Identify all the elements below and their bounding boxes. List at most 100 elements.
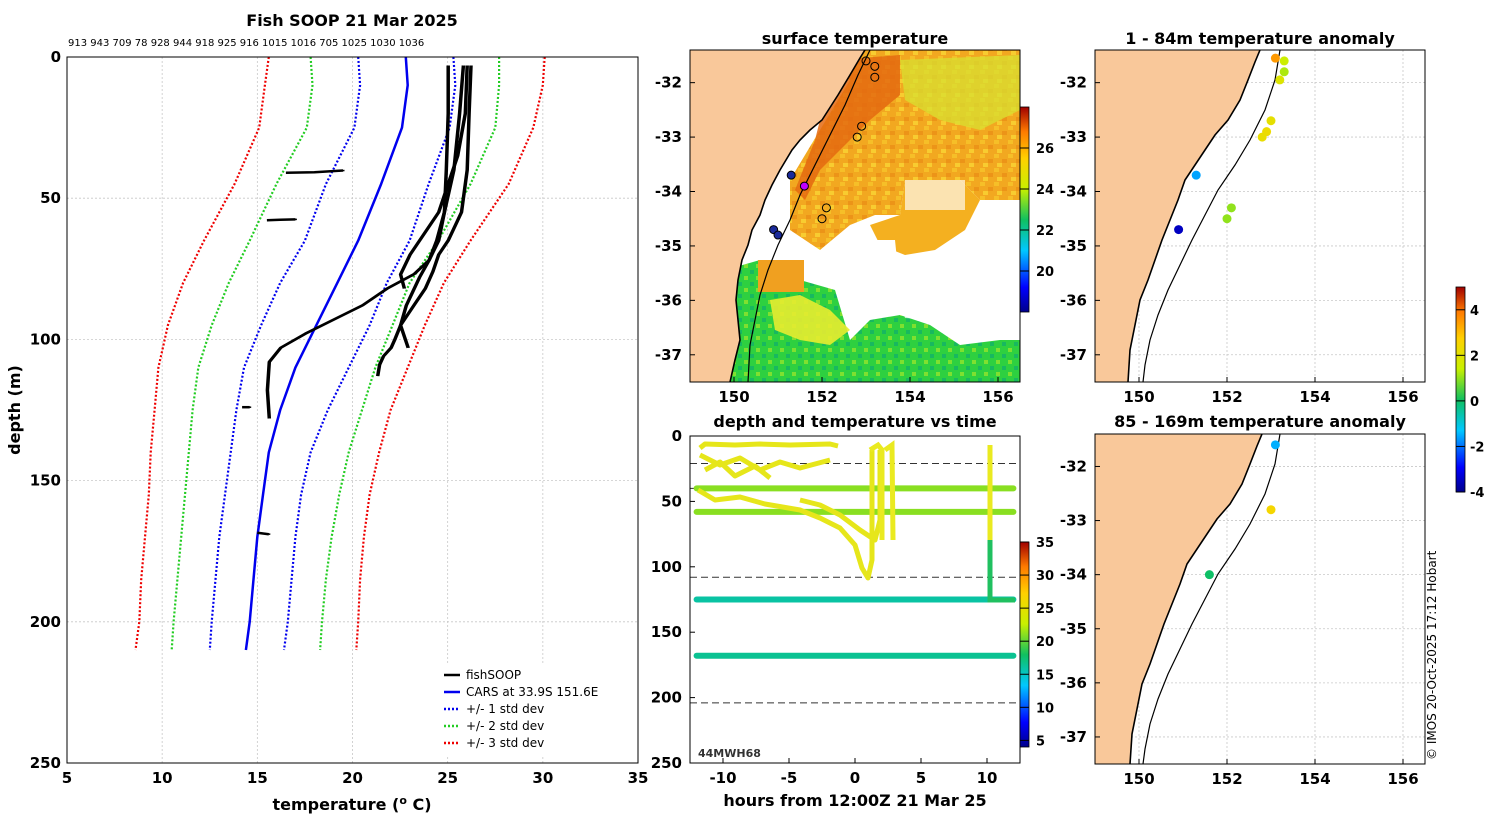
- anom1-point: [1279, 67, 1289, 77]
- sst-yellow-patch: [900, 55, 1020, 130]
- time-cbar-tick: 15: [1036, 668, 1054, 683]
- surface-cbar-tick: 26: [1036, 142, 1054, 157]
- surface-station-marker: [852, 132, 862, 142]
- profile-ytick: 50: [40, 189, 61, 207]
- time-xtick: 0: [850, 769, 860, 787]
- surface-colorbar: [1019, 106, 1030, 313]
- map-ytick: -33: [1060, 512, 1087, 530]
- profile-legend: fishSOOP CARS at 33.9S 151.6E +/- 1 std …: [436, 665, 632, 757]
- map-xtick: 154: [894, 388, 925, 406]
- anom2-point: [1204, 570, 1214, 580]
- surface-station-marker: [870, 61, 880, 71]
- time-plot-area: [690, 440, 1020, 704]
- profile-xtick: 5: [62, 769, 72, 787]
- sst-patch: [758, 260, 804, 292]
- anom1-shelf-contour: [1142, 50, 1281, 382]
- time-cbar-tick: 25: [1036, 602, 1054, 617]
- surface-station-marker: [821, 203, 831, 213]
- time-panel: depth and temperature vs time -10 -5 0 5 100…: [651, 412, 1054, 810]
- profile-series-line: [355, 56, 546, 651]
- anom-cbar-tick: -2: [1470, 440, 1484, 455]
- anom1-point: [1226, 203, 1236, 213]
- time-xtick: -5: [781, 769, 798, 787]
- anom-cbar-tick: -4: [1470, 486, 1484, 501]
- anom1-point: [1270, 53, 1280, 63]
- surface-station-marker: [861, 56, 871, 66]
- map-ytick: -37: [655, 346, 682, 364]
- surface-colorbar-ticks: 20 22 24 26: [1020, 142, 1054, 280]
- time-overlap-label: 44MWH68: [698, 747, 761, 760]
- anom1-axes-box: [1094, 49, 1426, 383]
- legend-cars: CARS at 33.9S 151.6E: [466, 685, 598, 699]
- surface-coastline: [729, 50, 866, 382]
- surface-title: surface temperature: [762, 29, 949, 48]
- anom2-panel: 85 - 169m temperature anomaly 150 152 154 1…: [1060, 286, 1484, 788]
- profile-ylabel: depth (m): [5, 365, 24, 455]
- surface-panel: surface temperature 150 152 154 156 -32 -33 -3…: [655, 29, 1054, 406]
- map-ytick: -33: [655, 128, 682, 146]
- surface-stations: [769, 56, 880, 240]
- anom1-point: [1257, 132, 1267, 142]
- profile-series-line-shadow: [268, 218, 297, 221]
- legend-3std: +/- 3 std dev: [466, 736, 544, 750]
- profile-series-line-shadow: [400, 65, 466, 349]
- anom1-land: [1095, 50, 1260, 382]
- time-ytick: 100: [651, 558, 682, 576]
- anom2-ticks: 150 152 154 156 -32 -33 -34 -35 -36 -37: [1060, 457, 1419, 788]
- profile-ytick: 250: [30, 754, 61, 772]
- time-xlabel: hours from 12:00Z 21 Mar 25: [723, 791, 986, 810]
- profile-series-line: [265, 65, 449, 419]
- anom1-map: [1095, 50, 1289, 382]
- profile-ytick: 200: [30, 613, 61, 631]
- time-yellow-traces: [696, 441, 883, 581]
- profile-xtick: 25: [437, 769, 458, 787]
- profile-series-line: [398, 65, 468, 289]
- map-xtick: 150: [1123, 770, 1154, 788]
- profile-series-line: [375, 65, 472, 377]
- map-ytick: -34: [655, 183, 682, 201]
- anomaly-colorbar-ticks: 4 2 0 -2 -4: [1456, 304, 1484, 501]
- profile-series-line: [134, 56, 270, 651]
- profile-xtick: 15: [247, 769, 268, 787]
- map-ytick: -35: [655, 237, 682, 255]
- time-cbar-tick: 5: [1036, 734, 1045, 749]
- anom1-title: 1 - 84m temperature anomaly: [1125, 29, 1395, 48]
- credit: © IMOS 20-Oct-2025 17:12 Hobart: [1425, 550, 1439, 760]
- map-xtick: 154: [1299, 770, 1330, 788]
- profile-panel: Fish SOOP 21 Mar 2025 913 943 709 78 928…: [5, 11, 648, 814]
- time-cbar-tick: 20: [1036, 635, 1054, 650]
- legend-2std: +/- 2 std dev: [466, 719, 544, 733]
- surface-station-marker: [786, 170, 796, 180]
- profile-ytick: 100: [30, 330, 61, 348]
- map-xtick: 152: [1211, 388, 1242, 406]
- profile-grid: [66, 56, 639, 764]
- time-cbar-tick: 35: [1036, 536, 1054, 551]
- profile-ticks: 5 10 15 20 25 30 35 0 50 100 150 200 250: [30, 48, 649, 787]
- anom-cbar-tick: 4: [1470, 304, 1479, 319]
- map-xtick: 156: [1387, 770, 1418, 788]
- surface-cbar-tick: 24: [1036, 183, 1054, 198]
- time-colorbar: [1019, 541, 1030, 748]
- surface-shelf-contour: [747, 50, 871, 382]
- anom2-point: [1266, 505, 1276, 515]
- profile-series-line-shadow: [258, 532, 271, 536]
- anom1-coastline: [1127, 50, 1261, 382]
- profile-series-line: [398, 65, 465, 349]
- time-ytick: 50: [661, 492, 682, 510]
- map-xtick: 156: [1387, 388, 1418, 406]
- time-xtick: 5: [916, 769, 926, 787]
- anom1-ticks: 150 152 154 156 -32 -33 -34 -35 -36 -37: [1060, 74, 1419, 406]
- profile-series-line: [170, 56, 314, 651]
- time-xtick: 10: [977, 769, 998, 787]
- profile-ids: 913 943 709 78 928 944 918 925 916 1015 …: [68, 38, 424, 49]
- anom2-land: [1095, 434, 1262, 764]
- map-ytick: -37: [1060, 346, 1087, 364]
- anom2-point: [1270, 440, 1280, 450]
- profile-series-line-shadow: [377, 65, 473, 377]
- surface-land: [690, 50, 865, 382]
- anom1-point: [1222, 214, 1232, 224]
- map-ytick: -37: [1060, 728, 1087, 746]
- map-xtick: 152: [806, 388, 837, 406]
- surface-cbar-tick: 22: [1036, 224, 1054, 239]
